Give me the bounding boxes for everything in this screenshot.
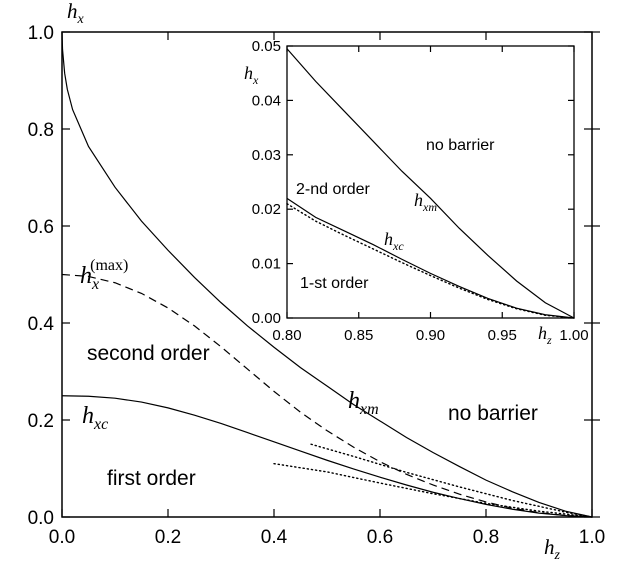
main-label-second-order: second order [87,342,210,365]
y-tick-label: 0.05 [252,38,281,55]
series-line-h-xc [286,197,575,319]
main-y-axis-title: hx [67,0,85,27]
series-line-h-xm [61,31,593,518]
x-tick-label: 1.00 [559,327,588,344]
main-label-no-barrier: no barrier [448,402,538,425]
inset-y-axis-title: hx [244,63,259,87]
y-tick-label: 0.8 [28,120,54,141]
y-tick-label: 0.0 [28,508,54,529]
x-tick-label: 1.0 [579,527,605,548]
y-tick-label: 0.00 [252,310,281,327]
main-label-hxmax: hx(max) [80,257,128,293]
main-series [61,31,593,518]
x-tick-label: 0.8 [473,527,499,548]
inset-tick-labels: 0.80 0.85 0.90 0.95 1.00 0.00 0.01 0.02 0.03 0.04… [252,38,589,344]
inset-label-hxm: hxm [414,190,437,214]
inset-series [286,48,575,319]
inset-label-hxc: hxc [384,229,404,253]
main-label-hxm: hxm [348,388,379,418]
series-line-h-x-max- [61,273,593,518]
main-x-axis-title: hz [544,535,561,563]
y-tick-label: 0.04 [252,92,281,109]
y-tick-label: 0.4 [28,314,55,335]
series-line-h-xm [286,48,575,319]
y-tick-label: 0.01 [252,256,281,273]
x-tick-label: 0.4 [261,527,288,548]
x-tick-label: 0.90 [416,327,445,344]
y-tick-label: 0.6 [28,217,54,238]
inset-label-first-order: 1-st order [300,275,369,292]
series-line-reference-3 [273,462,593,518]
series-line-reference-2 [286,203,575,319]
inset-x-axis-title: hz [538,323,552,347]
inset-label-no-barrier: no barrier [426,137,495,154]
main-tick-labels: 0.0 0.2 0.4 0.6 0.8 1.0 0.0 0.2 0.4 0.6 0.8 1.0 [28,23,606,548]
main-ticks [61,31,600,518]
x-tick-label: 0.0 [49,527,75,548]
x-tick-label: 0.6 [367,527,393,548]
y-tick-label: 0.03 [252,147,281,164]
y-tick-label: 1.0 [28,23,54,44]
y-tick-label: 0.02 [252,201,281,218]
series-line-h-xc [61,395,593,518]
inset-plot-frame [286,45,575,319]
x-tick-label: 0.85 [344,327,373,344]
main-label-first-order: first order [107,467,196,490]
x-tick-label: 0.95 [488,327,517,344]
y-tick-label: 0.2 [28,411,54,432]
x-tick-label: 0.80 [272,327,301,344]
main-label-hxc: hxc [82,403,108,433]
inset-label-second-order: 2-nd order [296,181,370,198]
x-tick-label: 0.2 [155,527,181,548]
